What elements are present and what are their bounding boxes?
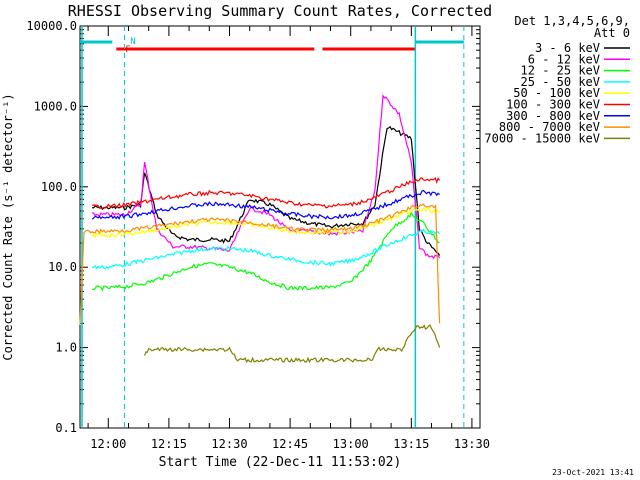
x-tick-label: 12:45 [272, 437, 308, 451]
legend-header-1: Det 1,3,4,5,6,9, [514, 14, 630, 28]
legend-label: 3 - 6 keV [535, 41, 600, 55]
state-label-n: N [130, 37, 135, 47]
legend-label: 7000 - 15000 keV [484, 131, 600, 145]
legend-label: 50 - 100 keV [513, 86, 600, 100]
legend-header-2: Att 0 [594, 26, 630, 40]
series-line-25-50-kev [91, 228, 441, 270]
legend-label: 25 - 50 keV [521, 75, 600, 89]
series-line-6-12-kev [92, 94, 441, 260]
footer-date: 23-Oct-2021 13:41 [552, 468, 634, 477]
series-line-800-7000-kev [79, 203, 441, 326]
chart-title: RHESSI Observing Summary Count Rates, Co… [68, 2, 492, 20]
series-line-12-25-kev [91, 211, 440, 292]
x-axis-label: Start Time (22-Dec-11 11:53:02) [159, 455, 402, 470]
y-axis: 0.1 1.0 10.0 100.0 1000.0 10000.0 [26, 19, 480, 435]
legend-label: 800 - 7000 keV [499, 120, 600, 134]
legend-label: 6 - 12 keV [528, 52, 600, 66]
x-tick-label: 13:00 [333, 437, 369, 451]
x-tick-label: 13:30 [454, 437, 490, 451]
series-line-300-800-kev [91, 189, 440, 220]
y-tick-label: 1.0 [55, 341, 77, 355]
series-line-7000-15000-kev [144, 324, 441, 364]
legend-label: 300 - 800 keV [506, 109, 600, 123]
x-tick-label: 13:15 [393, 437, 429, 451]
y-tick-label: 10.0 [48, 260, 77, 274]
plot-frame [79, 25, 481, 429]
state-label-f: F [125, 45, 130, 55]
x-tick-label: 12:30 [211, 437, 247, 451]
y-tick-label: 1000.0 [34, 99, 77, 113]
y-tick-label: 10000.0 [26, 19, 77, 33]
y-tick-label: 0.1 [55, 421, 77, 435]
y-axis-label: Corrected Count Rate (s⁻¹ detector⁻¹) [1, 93, 15, 360]
x-tick-label: 12:15 [151, 437, 187, 451]
series-lines [79, 94, 441, 364]
state-bars: NF [80, 37, 464, 55]
legend-label: 12 - 25 keV [521, 64, 600, 78]
series-line-100-300-kev [92, 177, 441, 210]
time-markers [81, 26, 465, 428]
y-tick-label: 100.0 [41, 180, 77, 194]
legend-label: 100 - 300 keV [506, 98, 600, 112]
x-axis: 12:00 12:15 12:30 12:45 13:00 13:15 13:30 [87, 26, 490, 451]
x-tick-label: 12:00 [90, 437, 126, 451]
